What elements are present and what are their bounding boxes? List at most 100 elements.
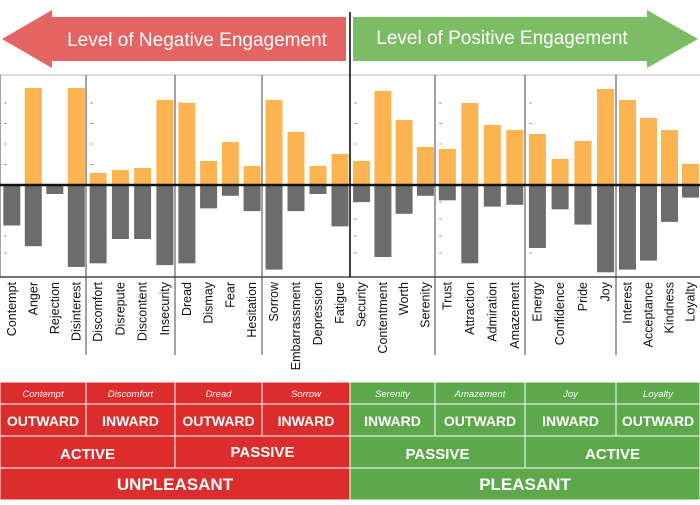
- bar-negative-fear: [221, 185, 239, 196]
- bar-positive-discontent: [134, 168, 152, 185]
- direction-label: INWARD: [102, 413, 159, 429]
- category-label: Discontent: [136, 281, 150, 341]
- category-label: Sorrow: [267, 281, 281, 322]
- direction-cell: [434, 403, 526, 437]
- bar-positive-energy: [528, 134, 546, 185]
- bar-positive-disrepute: [111, 170, 129, 185]
- category-label: Interest: [621, 281, 635, 323]
- bar-negative-embarrassment: [287, 185, 305, 212]
- bar-negative-discomfort: [89, 185, 107, 264]
- bar-positive-acceptance: [640, 118, 657, 185]
- positive-engagement-title: Level of Positive Engagement: [376, 28, 628, 49]
- direction-label: OUTWARD: [7, 413, 79, 429]
- bar-negative-hesitation: [243, 185, 261, 212]
- bar-negative-serenity: [416, 185, 434, 196]
- bar-positive-security: [353, 161, 371, 185]
- category-label: Pride: [576, 282, 590, 311]
- bar-negative-kindness: [661, 185, 678, 222]
- bar-series: [3, 88, 699, 273]
- positive-engagement-arrow: [353, 10, 698, 68]
- category-label: Joy: [599, 281, 613, 301]
- category-label: Dread: [180, 282, 194, 316]
- activity-label: ACTIVE: [585, 446, 640, 463]
- category-label: Disinterest: [69, 281, 83, 341]
- valence-cell: [349, 467, 700, 501]
- direction-cell: [615, 403, 700, 437]
- bar-negative-disinterest: [67, 185, 85, 267]
- bar-positive-trust: [438, 149, 456, 185]
- bar-positive-fatigue: [331, 154, 349, 185]
- bar-negative-acceptance: [640, 185, 657, 261]
- bar-negative-admiration: [483, 185, 501, 207]
- category-label: Energy: [530, 281, 544, 321]
- bar-negative-contentment: [374, 185, 392, 257]
- bar-positive-embarrassment: [287, 132, 305, 185]
- direction-cell: [85, 403, 176, 437]
- direction-label: OUTWARD: [444, 413, 516, 429]
- family-label: Amazement: [454, 389, 506, 400]
- direction-cell: [261, 403, 351, 437]
- category-label: Contentment: [376, 281, 390, 353]
- direction-label: OUTWARD: [622, 413, 694, 429]
- bar-positive-dismay: [200, 161, 218, 185]
- bar-negative-joy: [597, 185, 615, 273]
- bar-positive-depression: [309, 166, 327, 185]
- bar-negative-trust: [438, 185, 456, 201]
- direction-label: INWARD: [542, 413, 599, 429]
- bar-negative-dread: [178, 185, 196, 264]
- activity-label: ACTIVE: [60, 446, 115, 463]
- direction-cell: [349, 403, 436, 437]
- bar-negative-anger: [24, 185, 42, 247]
- category-label: Attraction: [463, 282, 477, 335]
- bar-positive-disinterest: [67, 88, 85, 185]
- bar-negative-disrepute: [111, 185, 129, 239]
- category-label: Embarrassment: [289, 281, 303, 370]
- bar-positive-kindness: [661, 130, 678, 185]
- direction-label: INWARD: [278, 413, 335, 429]
- direction-cell: [0, 403, 87, 437]
- activity-label: PASSIVE: [231, 444, 295, 461]
- bar-negative-fatigue: [331, 185, 349, 227]
- category-label: Disrepute: [113, 282, 127, 336]
- bar-positive-insecurity: [156, 100, 174, 185]
- category-label: Amazement: [508, 281, 522, 348]
- category-label: Anger: [26, 282, 40, 315]
- category-label: Confidence: [553, 282, 567, 345]
- bar-positive-joy: [597, 89, 615, 185]
- activity-label: PASSIVE: [406, 446, 470, 463]
- category-label: Fear: [223, 282, 237, 308]
- bar-negative-loyalty: [682, 185, 699, 198]
- bar-negative-pride: [574, 185, 592, 225]
- category-footer: Contempt OUTWARD Discomfort INWARD Dread OUTW…: [0, 381, 700, 501]
- direction-label: OUTWARD: [182, 413, 254, 429]
- bar-positive-admiration: [483, 125, 501, 185]
- category-label: Serenity: [418, 281, 432, 328]
- direction-label: INWARD: [364, 413, 421, 429]
- bar-positive-attraction: [461, 103, 479, 185]
- category-label: Worth: [397, 282, 411, 315]
- bar-negative-energy: [528, 185, 546, 248]
- category-label: Loyalty: [684, 281, 698, 321]
- category-labels: Contempt Anger Rejection Disinterest Discomf…: [5, 281, 698, 370]
- bar-positive-hesitation: [243, 166, 261, 185]
- valence-label: PLEASANT: [479, 475, 571, 494]
- bar-positive-amazement: [506, 130, 524, 185]
- family-label: Sorrow: [291, 389, 322, 400]
- bar-negative-rejection: [46, 185, 64, 194]
- bar-positive-confidence: [551, 159, 569, 185]
- bar-negative-discontent: [134, 185, 152, 239]
- category-label: Discomfort: [91, 281, 105, 341]
- category-label: Kindness: [663, 282, 677, 333]
- category-label: Admiration: [485, 282, 499, 342]
- bar-negative-security: [353, 185, 371, 203]
- bar-negative-confidence: [551, 185, 569, 210]
- bar-positive-worth: [395, 120, 413, 185]
- bar-positive-anger: [24, 88, 42, 185]
- bar-negative-insecurity: [156, 185, 174, 266]
- bar-positive-loyalty: [682, 164, 699, 185]
- bar-negative-contempt: [3, 185, 21, 226]
- bar-negative-attraction: [461, 185, 479, 264]
- bar-positive-interest: [619, 100, 636, 185]
- bar-negative-worth: [395, 185, 413, 214]
